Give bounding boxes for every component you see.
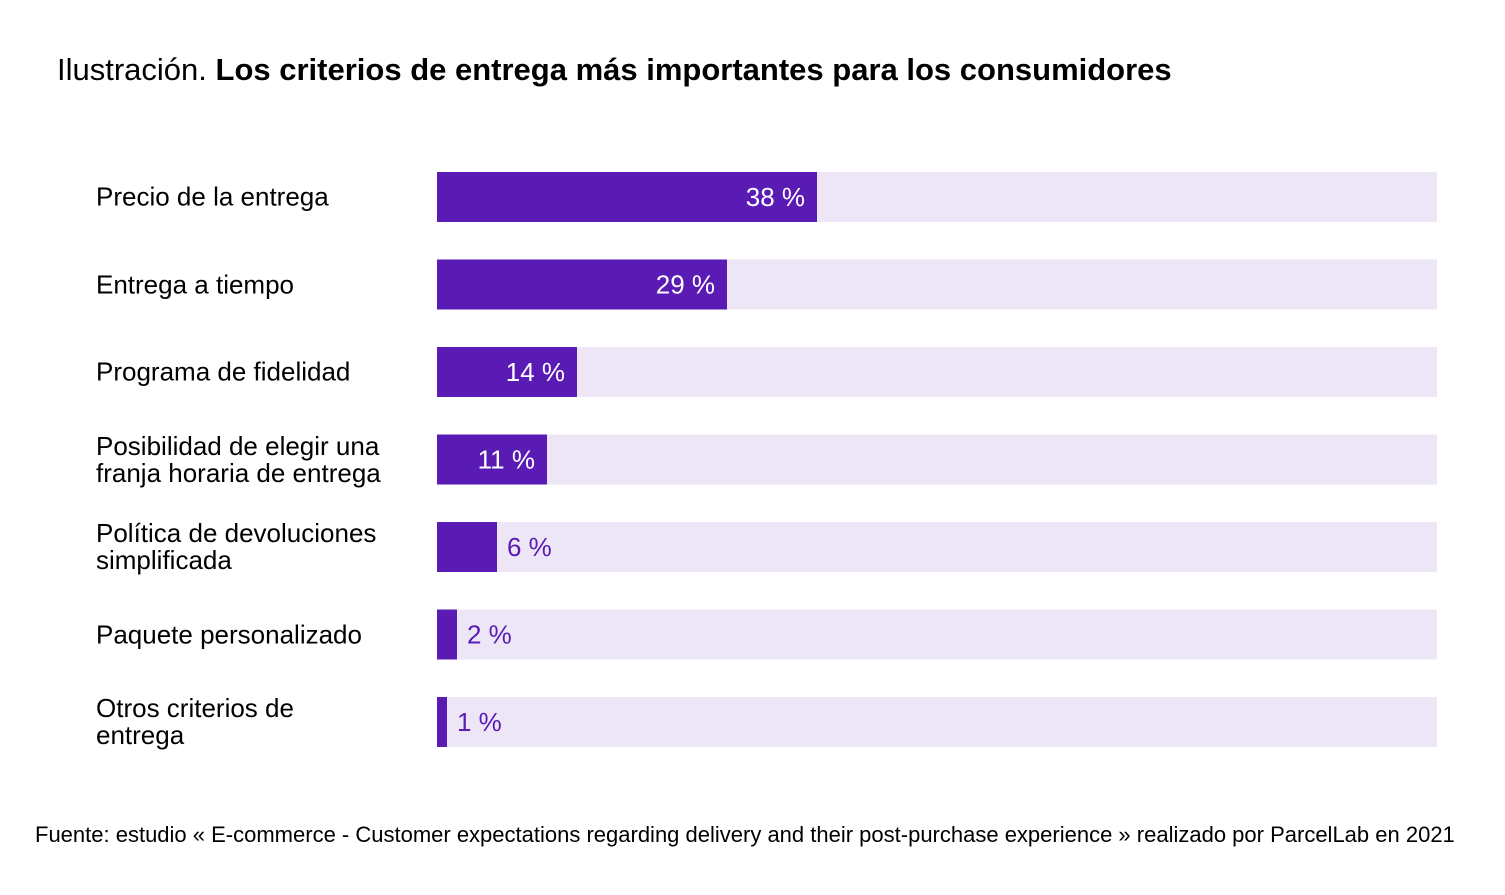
- category-label: Programa de fidelidad: [96, 356, 351, 387]
- category-label: Precio de la entrega: [96, 181, 329, 212]
- title-text: Los criterios de entrega más importantes…: [215, 52, 1172, 87]
- bar-track: [437, 522, 1437, 572]
- bar: [437, 522, 497, 572]
- category-label: Posibilidad de elegir una franja horaria…: [96, 430, 381, 488]
- category-label: Entrega a tiempo: [96, 269, 295, 299]
- value-label: 14 %: [506, 357, 565, 387]
- category-label: Otros criterios de entrega: [96, 693, 294, 750]
- bar: [437, 172, 817, 222]
- bar-track: [437, 697, 1437, 747]
- bar-track: [437, 434, 1437, 485]
- bar: [437, 434, 547, 485]
- bar-track: [437, 347, 1437, 397]
- bar: [437, 697, 447, 747]
- category-label: Paquete personalizado: [96, 619, 362, 649]
- bar-track: [437, 609, 1437, 660]
- value-label: 38 %: [746, 182, 805, 212]
- value-label: 2 %: [467, 619, 512, 649]
- value-label: 6 %: [507, 532, 552, 562]
- title-label: Ilustración.: [57, 52, 207, 87]
- chart-title: Ilustración. Los criterios de entrega má…: [57, 52, 1172, 88]
- bar: [437, 259, 727, 310]
- value-label: 1 %: [457, 707, 502, 737]
- bar: [437, 609, 457, 660]
- source-note: Fuente: estudio « E-commerce - Customer …: [35, 822, 1455, 847]
- bar: [437, 347, 577, 397]
- category-label: Política de devoluciones simplificada: [96, 518, 377, 575]
- value-label: 29 %: [656, 269, 715, 299]
- value-label: 11 %: [478, 444, 535, 474]
